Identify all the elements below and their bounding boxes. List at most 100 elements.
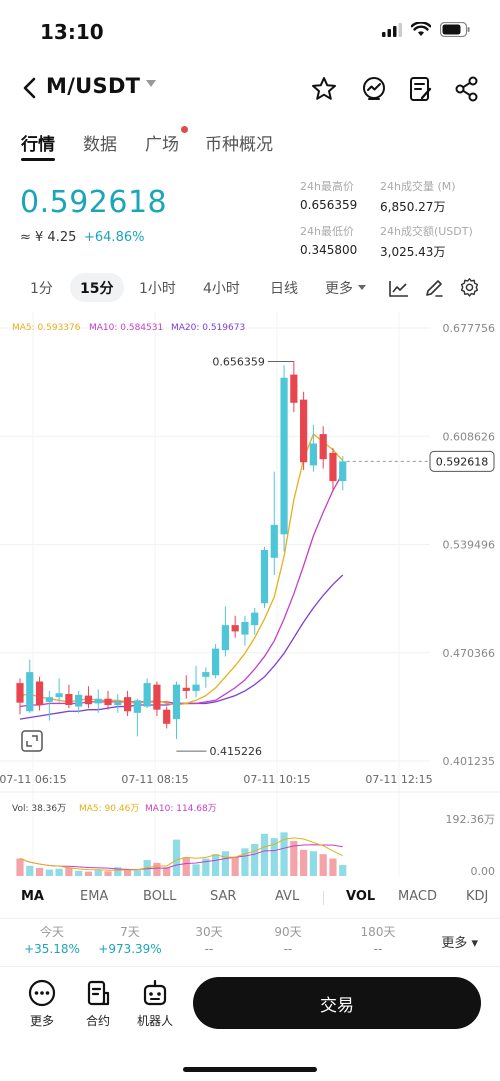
candle-body [35, 681, 44, 705]
ind-sar[interactable]: SAR [210, 889, 237, 904]
perf-more-button[interactable]: 更多 ▾ [441, 936, 478, 951]
performance-row: 今天 +35.18% 7天 +973.39% 30天 -- 90天 -- 180… [0, 918, 500, 962]
caret-down-icon[interactable] [146, 80, 156, 88]
perf-30d-value: -- [204, 942, 214, 956]
volume-bar [26, 865, 34, 876]
share-icon[interactable] [452, 74, 482, 104]
ind-ma[interactable]: MA [21, 889, 44, 904]
volume-bar [94, 870, 102, 876]
candle-body [55, 693, 63, 698]
line-chart-icon[interactable] [389, 279, 409, 297]
tab-market[interactable]: 行情 [21, 135, 55, 155]
ind-ema[interactable]: EMA [80, 889, 109, 904]
vol-ma5-legend: MA5: 90.46万 [79, 804, 140, 814]
ma10-legend: MA10: 0.584531 [89, 323, 164, 333]
candle-body [45, 697, 53, 702]
note-edit-icon[interactable] [405, 74, 435, 104]
current-price-box [429, 450, 495, 472]
notification-dot [181, 126, 188, 133]
settings-gear-icon[interactable] [459, 277, 480, 298]
y-tick-label: 0.470366 [443, 647, 496, 660]
x-tick-label: 07-11 08:15 [121, 773, 188, 786]
bottom-contract-label: 合约 [85, 1014, 110, 1028]
ind-kdj[interactable]: KDJ [466, 889, 489, 904]
home-indicator [183, 1067, 317, 1072]
price-change: +64.86% [84, 230, 145, 245]
high-value: 0.656359 [300, 198, 358, 212]
tf-1h[interactable]: 1小时 [139, 281, 176, 297]
volume-bar [55, 868, 63, 876]
candle-body [339, 461, 347, 482]
y-tick-label: 0.539496 [443, 539, 496, 552]
candle-body [241, 622, 249, 635]
candle-body [75, 694, 83, 707]
bottom-more-button[interactable]: 更多 [12, 979, 72, 1029]
status-icons [382, 22, 470, 37]
bottom-robot-button[interactable]: 机器人 [125, 979, 185, 1029]
volume-bar [231, 857, 239, 876]
ma5-line [19, 433, 344, 706]
status-time: 13:10 [40, 20, 104, 44]
candlestick-chart[interactable]: 0.677756 0.608626 0.539496 0.470366 0.401235… [0, 312, 500, 878]
volume-bar [123, 869, 132, 876]
volume-bar [260, 833, 269, 876]
main-tabs: 行情 数据 广场 币种概况 [0, 126, 500, 162]
back-arrow-icon[interactable] [18, 74, 42, 102]
candle-body [133, 700, 141, 713]
current-price-label: 0.592618 [436, 455, 489, 468]
candle-body [231, 625, 239, 632]
candle-body [94, 698, 102, 704]
volume-bar [221, 851, 229, 876]
candle-body [212, 648, 220, 676]
tf-more[interactable]: 更多 [325, 281, 353, 297]
timeframe-selected-pill [70, 273, 124, 302]
bottom-contract-button[interactable]: 合约 [68, 979, 128, 1029]
volume-bar [300, 849, 308, 876]
volume-bar [241, 848, 249, 876]
candle-body [84, 695, 93, 705]
candle-body [202, 672, 210, 677]
pair-title[interactable]: M/USDT [46, 74, 141, 98]
ind-macd[interactable]: MACD [398, 889, 437, 904]
volume-bar [290, 841, 298, 876]
candle-body [319, 434, 327, 460]
volume-bar [163, 867, 171, 876]
candle-body [163, 709, 171, 724]
tf-1m[interactable]: 1分 [30, 281, 53, 297]
candle-body [309, 443, 317, 466]
tf-daily[interactable]: 日线 [270, 281, 298, 297]
perf-today-value: +35.18% [24, 942, 80, 956]
tab-square[interactable]: 广场 [145, 135, 179, 155]
tab-underline [21, 158, 55, 161]
tf-15m[interactable]: 15分 [80, 281, 114, 297]
indicator-bar: MA EMA BOLL SAR AVL VOL MACD KDJ [0, 882, 500, 912]
volume-bar [339, 864, 347, 876]
nav-header: M/USDT [0, 66, 500, 112]
star-icon[interactable] [309, 74, 339, 104]
trade-button[interactable]: 交易 [193, 977, 481, 1029]
candle-body [192, 684, 200, 691]
vol-y-tick-label: 192.36万 [446, 813, 496, 826]
ind-avl[interactable]: AVL [275, 889, 300, 904]
volume-bar [133, 870, 141, 876]
ind-vol[interactable]: VOL [346, 889, 376, 904]
vol-legend: Vol: 38.36万 [12, 804, 67, 814]
candle-body [114, 701, 122, 705]
low-marker-label: 0.415226 [209, 745, 261, 758]
contract-doc-icon [87, 980, 110, 1006]
volume-bar [45, 869, 53, 876]
tf-4h[interactable]: 4小时 [203, 281, 240, 297]
more-dots-icon [28, 979, 56, 1007]
volume-bar [84, 871, 93, 876]
trade-bot-icon[interactable] [359, 74, 389, 104]
ind-boll[interactable]: BOLL [143, 889, 177, 904]
volume-bar [251, 843, 259, 876]
tf-more-caret-icon[interactable] [358, 285, 366, 291]
perf-180d-label: 180天 [360, 925, 396, 939]
draw-pen-icon[interactable] [424, 278, 444, 298]
last-price: 0.592618 [20, 185, 168, 220]
tab-data[interactable]: 数据 [83, 135, 117, 155]
bottom-more-label: 更多 [29, 1014, 54, 1028]
fullscreen-icon[interactable] [21, 730, 43, 752]
tab-coin-overview[interactable]: 币种概况 [205, 135, 273, 155]
